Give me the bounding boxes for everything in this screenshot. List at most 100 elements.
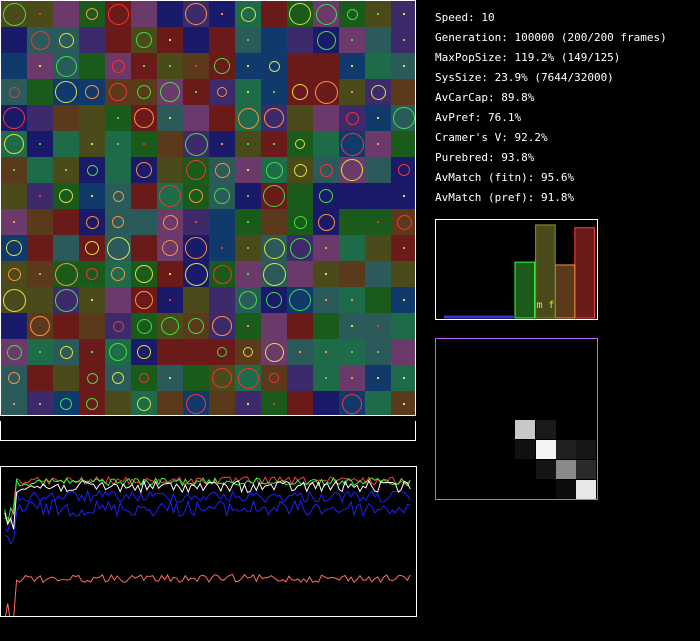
grid-cell[interactable]: [339, 261, 365, 287]
grid-cell[interactable]: [365, 53, 391, 79]
grid-cell[interactable]: [27, 79, 53, 105]
grid-cell[interactable]: [1, 105, 27, 131]
grid-cell[interactable]: [365, 261, 391, 287]
grid-cell[interactable]: [287, 391, 313, 415]
grid-cell[interactable]: [105, 79, 131, 105]
grid-cell[interactable]: [287, 131, 313, 157]
grid-cell[interactable]: [131, 183, 157, 209]
grid-cell[interactable]: [27, 1, 53, 27]
grid-cell[interactable]: [131, 339, 157, 365]
grid-cell[interactable]: [183, 131, 209, 157]
grid-cell[interactable]: [287, 27, 313, 53]
grid-cell[interactable]: [209, 79, 235, 105]
grid-cell[interactable]: [183, 183, 209, 209]
grid-cell[interactable]: [391, 391, 415, 415]
grid-cell[interactable]: [313, 183, 339, 209]
grid-cell[interactable]: [157, 365, 183, 391]
grid-cell[interactable]: [105, 391, 131, 415]
grid-cell[interactable]: [105, 339, 131, 365]
grid-cell[interactable]: [27, 53, 53, 79]
grid-cell[interactable]: [365, 105, 391, 131]
grid-cell[interactable]: [53, 183, 79, 209]
grid-cell[interactable]: [209, 27, 235, 53]
grid-cell[interactable]: [183, 339, 209, 365]
grid-cell[interactable]: [1, 235, 27, 261]
grid-cell[interactable]: [287, 157, 313, 183]
grid-cell[interactable]: [79, 365, 105, 391]
grid-cell[interactable]: [313, 1, 339, 27]
grid-cell[interactable]: [79, 391, 105, 415]
grid-cell[interactable]: [287, 287, 313, 313]
grid-cell[interactable]: [79, 209, 105, 235]
grid-cell[interactable]: [1, 183, 27, 209]
grid-cell[interactable]: [131, 209, 157, 235]
grid-cell[interactable]: [79, 131, 105, 157]
grid-cell[interactable]: [157, 287, 183, 313]
grid-cell[interactable]: [53, 209, 79, 235]
grid-cell[interactable]: [1, 313, 27, 339]
grid-cell[interactable]: [131, 131, 157, 157]
grid-cell[interactable]: [79, 157, 105, 183]
grid-cell[interactable]: [131, 105, 157, 131]
grid-cell[interactable]: [261, 27, 287, 53]
grid-cell[interactable]: [209, 235, 235, 261]
grid-cell[interactable]: [235, 235, 261, 261]
grid-cell[interactable]: [209, 157, 235, 183]
grid-cell[interactable]: [235, 313, 261, 339]
grid-cell[interactable]: [365, 313, 391, 339]
grid-cell[interactable]: [365, 391, 391, 415]
grid-cell[interactable]: [209, 391, 235, 415]
grid-cell[interactable]: [209, 209, 235, 235]
grid-cell[interactable]: [365, 235, 391, 261]
grid-cell[interactable]: [235, 183, 261, 209]
grid-cell[interactable]: [287, 339, 313, 365]
grid-cell[interactable]: [235, 131, 261, 157]
grid-cell[interactable]: [53, 365, 79, 391]
grid-cell[interactable]: [1, 157, 27, 183]
grid-cell[interactable]: [183, 287, 209, 313]
grid-cell[interactable]: [235, 391, 261, 415]
grid-cell[interactable]: [287, 261, 313, 287]
grid-cell[interactable]: [131, 79, 157, 105]
grid-cell[interactable]: [183, 261, 209, 287]
grid-cell[interactable]: [391, 313, 415, 339]
grid-cell[interactable]: [105, 53, 131, 79]
grid-cell[interactable]: [79, 183, 105, 209]
grid-cell[interactable]: [53, 27, 79, 53]
grid-cell[interactable]: [157, 79, 183, 105]
grid-cell[interactable]: [53, 261, 79, 287]
grid-cell[interactable]: [157, 339, 183, 365]
grid-cell[interactable]: [157, 313, 183, 339]
grid-cell[interactable]: [391, 53, 415, 79]
grid-cell[interactable]: [1, 391, 27, 415]
grid-cell[interactable]: [53, 235, 79, 261]
grid-cell[interactable]: [1, 1, 27, 27]
grid-cell[interactable]: [339, 209, 365, 235]
grid-cell[interactable]: [157, 157, 183, 183]
grid-cell[interactable]: [157, 53, 183, 79]
grid-cell[interactable]: [105, 287, 131, 313]
grid-cell[interactable]: [365, 365, 391, 391]
grid-cell[interactable]: [391, 1, 415, 27]
grid-cell[interactable]: [157, 1, 183, 27]
grid-cell[interactable]: [1, 261, 27, 287]
grid-cell[interactable]: [313, 53, 339, 79]
grid-cell[interactable]: [235, 365, 261, 391]
grid-cell[interactable]: [339, 235, 365, 261]
grid-cell[interactable]: [53, 339, 79, 365]
grid-cell[interactable]: [131, 27, 157, 53]
grid-cell[interactable]: [287, 1, 313, 27]
grid-cell[interactable]: [339, 391, 365, 415]
grid-cell[interactable]: [261, 209, 287, 235]
grid-cell[interactable]: [365, 157, 391, 183]
grid-cell[interactable]: [79, 235, 105, 261]
grid-cell[interactable]: [235, 27, 261, 53]
grid-cell[interactable]: [391, 157, 415, 183]
grid-cell[interactable]: [391, 287, 415, 313]
grid-cell[interactable]: [287, 183, 313, 209]
grid-cell[interactable]: [183, 53, 209, 79]
grid-cell[interactable]: [27, 131, 53, 157]
grid-cell[interactable]: [183, 313, 209, 339]
grid-cell[interactable]: [1, 79, 27, 105]
grid-cell[interactable]: [183, 1, 209, 27]
